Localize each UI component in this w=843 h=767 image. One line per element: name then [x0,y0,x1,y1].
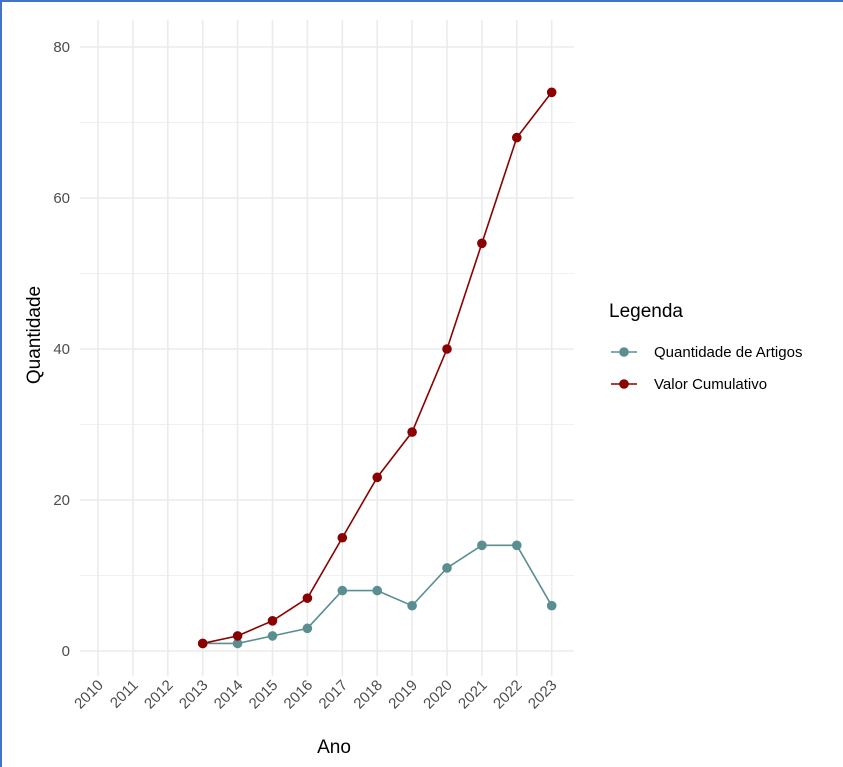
data-point [442,563,452,573]
data-point [302,593,313,603]
legend-item: Quantidade de Artigos [611,344,802,361]
x-tick-label: 2018 [350,677,386,713]
y-axis-ticks: 0 20 40 60 80 [53,39,70,660]
legend-label: Quantidade de Artigos [654,344,802,361]
y-tick-label: 80 [53,39,70,56]
y-axis-title: Quantidade [24,286,45,384]
data-point [197,638,208,649]
data-point [267,616,278,626]
data-point [302,623,313,634]
legend-key-point [619,347,629,357]
minor-gridlines [80,122,574,576]
x-tick-label: 2020 [420,677,456,713]
y-tick-label: 60 [53,190,70,207]
data-point [477,238,487,249]
x-tick-label: 2011 [107,677,142,712]
legend-items: Quantidade de Artigos Valor Cumulativo [611,344,802,393]
x-tick-label: 2021 [455,677,491,713]
data-point [232,631,243,641]
data-point [477,540,487,551]
x-axis-title: Ano [317,737,351,758]
data-point [546,87,557,98]
data-point [232,638,243,649]
data-point [546,600,557,611]
data-point [337,585,348,596]
x-tick-label: 2013 [176,677,212,713]
y-tick-label: 20 [53,492,70,509]
legend-key-point [619,379,629,389]
legend-label: Valor Cumulativo [654,376,767,393]
legend-title: Legenda [609,301,683,322]
x-tick-label: 2010 [71,677,107,713]
x-tick-label: 2012 [141,677,177,713]
data-point [407,427,417,437]
y-tick-label: 0 [62,643,70,660]
legend-item: Valor Cumulativo [611,376,767,393]
x-tick-label: 2014 [211,677,247,713]
x-tick-label: 2023 [525,677,561,713]
x-tick-label: 2017 [316,677,352,713]
x-axis-ticks: 2010 2011 2012 2013 2014 2015 2016 2017 2018 2019… [71,677,560,713]
x-tick-label: 2022 [490,677,526,713]
data-point [372,472,383,483]
data-point [267,631,278,641]
x-tick-label: 2015 [246,677,282,713]
data-point [372,585,383,596]
major-gridlines [80,20,574,676]
x-tick-label: 2016 [281,677,317,713]
data-point [442,344,452,354]
data-point [512,132,522,143]
y-tick-label: 40 [53,341,70,358]
data-point [337,532,348,543]
legend: Legenda Quantidade de Artigos Valor Cumul… [609,301,802,393]
x-tick-label: 2019 [385,677,421,713]
data-point [512,540,522,551]
data-point [407,600,417,611]
series-points [197,87,557,649]
